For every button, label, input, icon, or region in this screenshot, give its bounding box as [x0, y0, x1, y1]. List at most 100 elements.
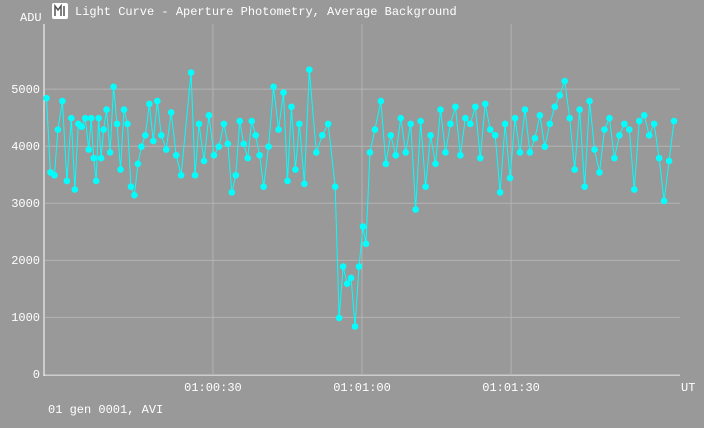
- data-point: [591, 146, 598, 153]
- data-point: [335, 314, 343, 322]
- data-point: [476, 154, 484, 162]
- data-point: [63, 177, 71, 185]
- data-point: [457, 151, 464, 159]
- data-point: [655, 154, 663, 162]
- data-point: [324, 120, 332, 128]
- data-point: [511, 114, 519, 122]
- data-point: [92, 177, 100, 185]
- data-point: [645, 131, 653, 139]
- data-point: [280, 89, 287, 96]
- data-point: [177, 171, 185, 179]
- data-point: [146, 100, 153, 108]
- data-point: [601, 126, 608, 133]
- data-point: [284, 177, 291, 185]
- data-point: [571, 166, 578, 173]
- data-point: [240, 140, 248, 148]
- data-point: [288, 103, 295, 111]
- data-point: [306, 66, 313, 73]
- data-point: [205, 112, 213, 119]
- data-point: [417, 117, 424, 125]
- data-point: [54, 126, 62, 133]
- data-point: [576, 106, 583, 113]
- y-tick-label: 4000: [11, 140, 40, 154]
- data-point: [187, 69, 195, 76]
- data-point: [402, 149, 410, 156]
- data-point: [392, 151, 400, 159]
- data-point: [215, 143, 223, 151]
- y-tick-label: 1000: [11, 311, 40, 325]
- data-point: [526, 149, 534, 156]
- data-point: [172, 151, 180, 159]
- data-point: [244, 154, 252, 162]
- data-point: [630, 186, 638, 193]
- data-point: [516, 149, 524, 156]
- data-point: [471, 103, 479, 111]
- data-point: [103, 106, 110, 113]
- data-point: [228, 189, 236, 196]
- data-point: [371, 126, 379, 133]
- data-point: [432, 160, 439, 168]
- data-point: [232, 171, 240, 179]
- data-point: [260, 183, 267, 190]
- data-point: [351, 323, 359, 330]
- data-point: [256, 151, 263, 159]
- data-point: [131, 191, 138, 199]
- data-point: [347, 274, 355, 282]
- data-point: [248, 117, 255, 125]
- data-point: [87, 114, 95, 122]
- x-tick-label: 01:01:30: [482, 381, 540, 395]
- data-point: [546, 120, 554, 128]
- data-point: [626, 126, 633, 133]
- data-point: [650, 120, 658, 128]
- data-point: [110, 83, 117, 91]
- data-point: [51, 171, 58, 179]
- data-point: [339, 263, 347, 270]
- data-point: [106, 149, 114, 156]
- data-point: [236, 117, 244, 125]
- data-point: [150, 137, 157, 145]
- data-point: [412, 206, 419, 213]
- data-point: [78, 123, 86, 131]
- data-point: [134, 160, 142, 168]
- data-point: [117, 166, 124, 173]
- window-icon: [52, 3, 68, 19]
- data-point: [275, 126, 282, 133]
- data-point: [481, 100, 489, 108]
- data-point: [292, 166, 299, 173]
- data-point: [486, 126, 494, 133]
- data-point: [331, 183, 339, 190]
- data-point: [556, 92, 564, 99]
- data-point: [252, 131, 259, 139]
- data-point: [596, 169, 603, 176]
- data-point: [90, 154, 97, 162]
- data-point: [71, 186, 79, 193]
- data-point: [270, 83, 277, 91]
- data-point: [191, 171, 199, 179]
- data-point: [616, 131, 623, 139]
- data-point: [68, 114, 75, 122]
- data-point: [640, 112, 648, 119]
- data-point: [120, 106, 128, 113]
- data-point: [355, 263, 363, 270]
- x-tick-label: 01:01:00: [333, 381, 391, 395]
- data-point: [437, 106, 444, 113]
- data-point: [138, 143, 145, 151]
- data-point: [452, 103, 459, 111]
- data-point: [442, 149, 449, 156]
- data-point: [124, 120, 131, 128]
- data-point: [606, 114, 613, 122]
- data-point: [496, 189, 504, 196]
- data-point: [581, 183, 588, 190]
- data-point: [200, 157, 208, 165]
- x-axis-label: UT: [681, 381, 695, 395]
- data-point: [81, 114, 89, 122]
- data-point: [467, 120, 474, 128]
- data-point: [377, 97, 385, 105]
- data-point: [382, 160, 390, 168]
- data-point: [536, 112, 544, 119]
- data-point: [100, 126, 107, 133]
- data-point: [366, 149, 374, 156]
- data-point: [85, 146, 93, 153]
- data-point: [561, 77, 569, 85]
